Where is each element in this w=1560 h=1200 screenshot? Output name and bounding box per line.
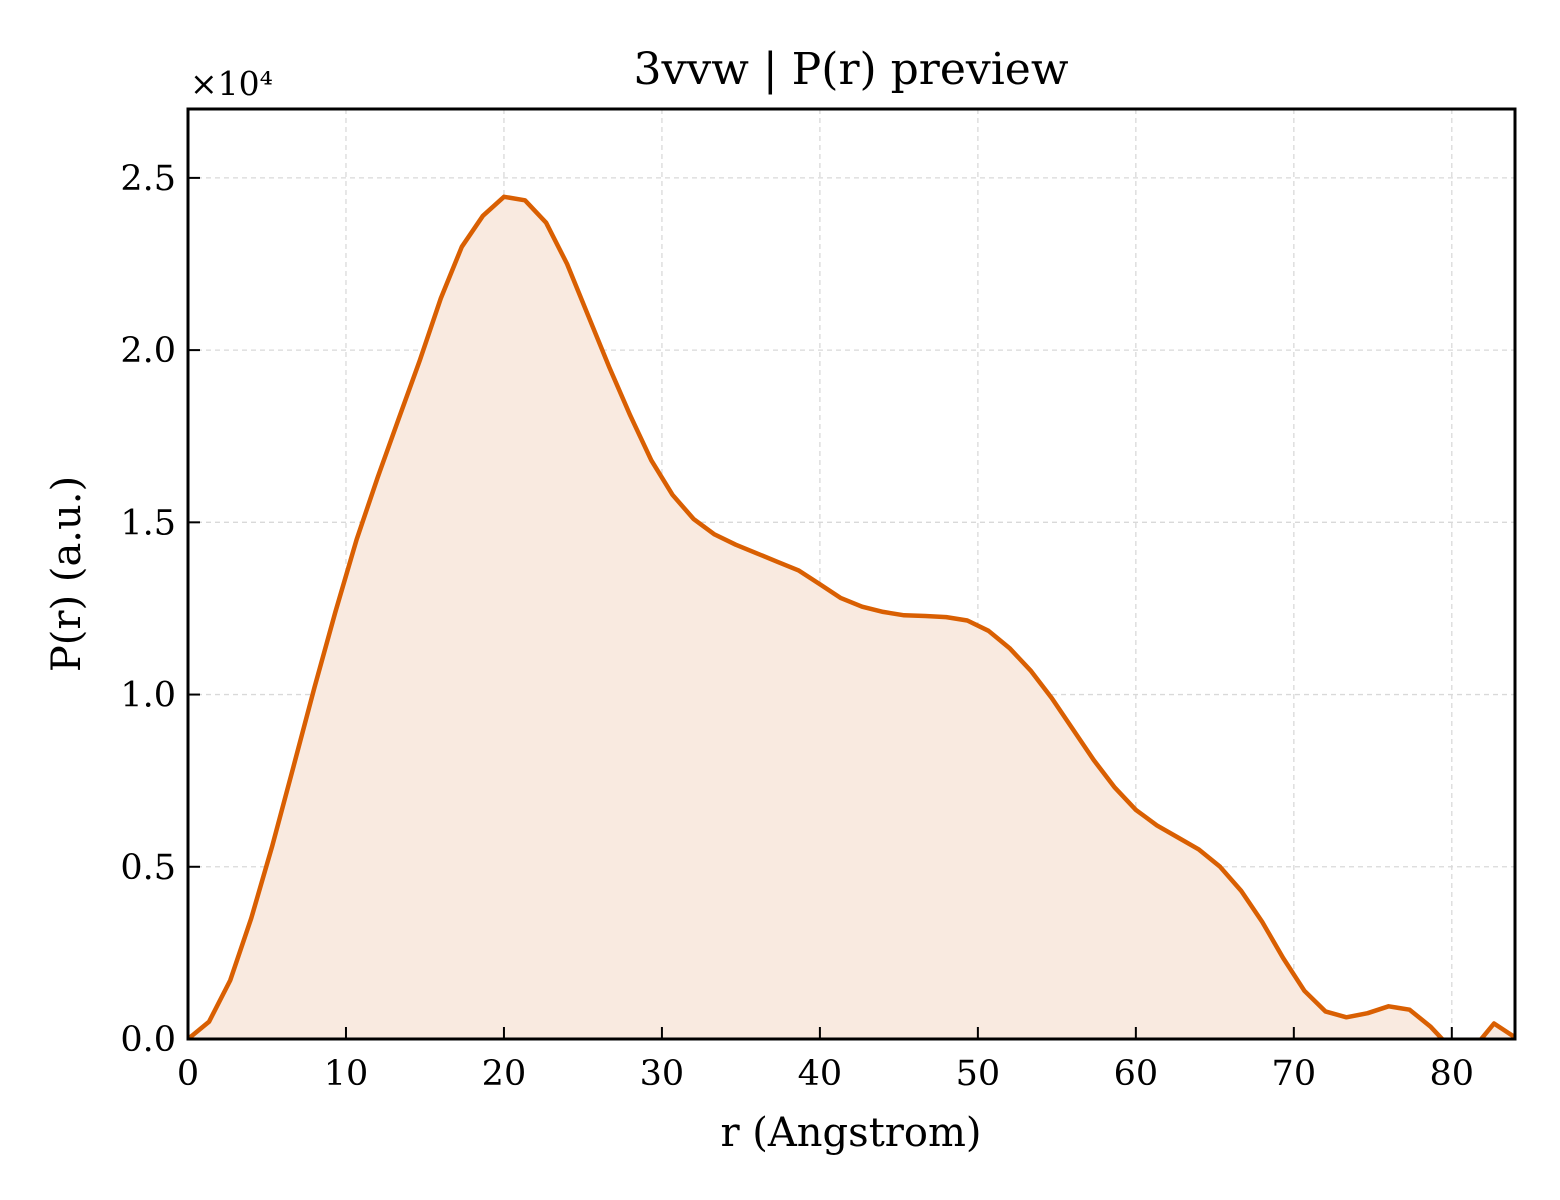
y-axis-label: P(r) (a.u.) [44,476,90,672]
x-tick-label: 50 [956,1054,1001,1094]
x-tick-label: 80 [1430,1054,1475,1094]
x-tick-label: 40 [798,1054,843,1094]
y-tick-label: 1.5 [120,503,176,543]
series-fill-area [188,196,1515,1039]
x-tick-label: 10 [324,1054,369,1094]
axis-ticks [187,176,1453,1040]
y-offset-text: ×10⁴ [190,64,273,103]
x-tick-label: 70 [1272,1054,1317,1094]
y-tick-label: 0.0 [120,1020,176,1060]
chart-title: 3vvw | P(r) preview [634,44,1069,95]
x-axis-label: r (Angstrom) [720,1110,981,1156]
x-tick-label: 20 [482,1054,527,1094]
x-tick-label: 60 [1114,1054,1159,1094]
y-tick-label: 2.5 [120,159,176,199]
y-tick-label: 1.0 [120,676,176,716]
y-tick-label: 0.5 [120,848,176,888]
y-tick-labels: 0.0 0.5 1.0 1.5 2.0 2.5 [120,159,176,1060]
y-tick-label: 2.0 [120,331,176,371]
x-tick-label: 30 [640,1054,685,1094]
x-tick-label: 0 [177,1054,199,1094]
series-line [188,194,1515,1039]
plot-frame [186,107,1517,1041]
x-tick-labels: 0 10 20 30 40 50 60 70 80 [177,1054,1474,1094]
